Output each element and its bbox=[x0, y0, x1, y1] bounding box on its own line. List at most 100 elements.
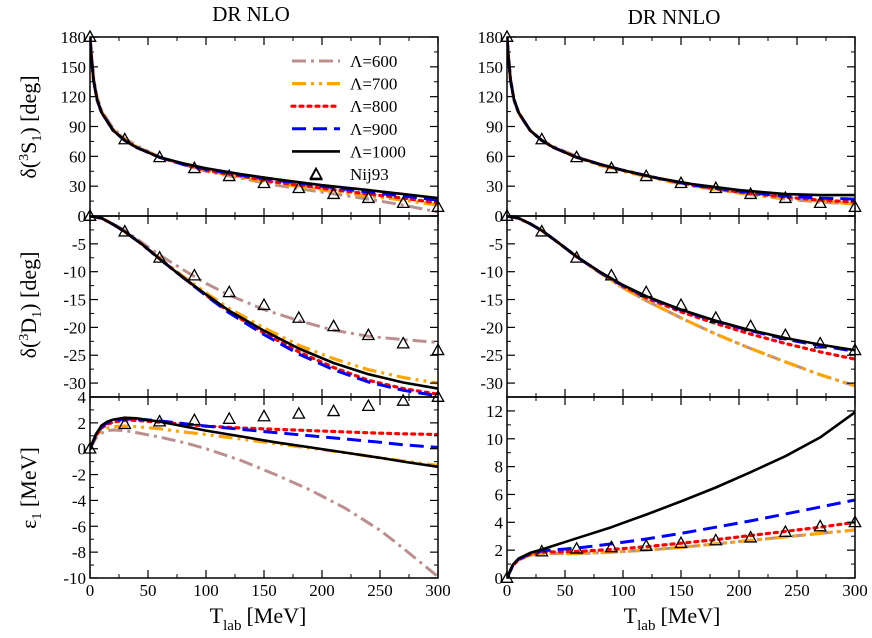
x-tick-label: 200 bbox=[726, 581, 752, 600]
x-axis-title-nnlo: Tlab [MeV] bbox=[624, 603, 721, 634]
x-axis-title-nlo-unit: [MeV] bbox=[246, 603, 306, 628]
x-tick-label: 50 bbox=[140, 581, 157, 600]
x-tick-label: 0 bbox=[503, 581, 512, 600]
nij93-point bbox=[604, 268, 619, 281]
y-tick-label: -4 bbox=[72, 491, 87, 510]
series-group bbox=[507, 411, 855, 578]
nij93-point bbox=[326, 186, 341, 200]
nij93-point bbox=[534, 544, 549, 557]
y-tick-label: 180 bbox=[61, 28, 87, 47]
y-tick-label: 0 bbox=[78, 207, 87, 226]
legend-label: Λ=1000 bbox=[350, 142, 406, 161]
nij93-point bbox=[708, 180, 723, 194]
nij93-point bbox=[291, 406, 306, 419]
nij93-point bbox=[604, 540, 619, 553]
plot-frame bbox=[506, 36, 856, 217]
legend-label: Λ=600 bbox=[350, 52, 397, 71]
y-tick-label: 150 bbox=[61, 58, 87, 77]
y-tick-label: -30 bbox=[480, 374, 503, 393]
x-tick-label: 300 bbox=[425, 581, 451, 600]
y-tick-label: -15 bbox=[63, 291, 86, 310]
nij93-point bbox=[396, 195, 411, 209]
nij93-point bbox=[361, 327, 376, 341]
series-group bbox=[90, 416, 438, 578]
y-tick-label: -15 bbox=[480, 291, 503, 310]
y-tick-label: 60 bbox=[486, 147, 503, 166]
legend-label: Λ=900 bbox=[350, 120, 397, 139]
nij93-point bbox=[743, 186, 758, 200]
nij93-point bbox=[639, 284, 654, 298]
row-label-3s1: δ(3S1) [deg] bbox=[16, 75, 45, 178]
nij93-point bbox=[396, 336, 411, 349]
y-tick-label: 120 bbox=[478, 88, 504, 107]
x-tick-label: 100 bbox=[610, 581, 636, 600]
nij93-point bbox=[674, 297, 688, 311]
nij93-point bbox=[361, 398, 376, 412]
x-tick-label: 300 bbox=[842, 581, 868, 600]
nij93-point bbox=[813, 519, 828, 532]
y-tick-label: 30 bbox=[69, 177, 86, 196]
nij93-point bbox=[152, 149, 167, 163]
row-label-3d1-sup: 3 bbox=[17, 334, 32, 341]
nij93-point bbox=[326, 318, 341, 332]
nij93-point bbox=[639, 538, 654, 551]
nij93-point bbox=[187, 268, 202, 281]
x-tick-label: 250 bbox=[367, 581, 393, 600]
nij93-point bbox=[534, 224, 549, 237]
nij93-point bbox=[569, 250, 584, 263]
column-title-nnlo: DR NNLO bbox=[628, 5, 721, 29]
x-axis-title-nnlo-sub: lab bbox=[637, 618, 655, 634]
row-label-3d1-sub: 1 bbox=[30, 311, 45, 318]
nij93-point bbox=[187, 412, 202, 426]
nij93-point bbox=[152, 250, 167, 263]
series-line-1000 bbox=[507, 411, 855, 578]
x-tick-label: 100 bbox=[193, 581, 219, 600]
y-tick-label: 150 bbox=[478, 58, 504, 77]
nij93-point bbox=[743, 530, 758, 543]
legend-label: Nij93 bbox=[350, 165, 389, 184]
legend-swatch-nij93 bbox=[309, 166, 323, 179]
row-label-3s1-pre: δ( bbox=[16, 161, 41, 179]
nij93-point bbox=[778, 524, 793, 538]
nij93-point bbox=[257, 297, 271, 311]
nij93-point bbox=[222, 168, 237, 182]
nij93-point bbox=[361, 190, 376, 204]
x-tick-label: 150 bbox=[251, 581, 277, 600]
series-line-1000 bbox=[507, 37, 855, 197]
series-line-600 bbox=[90, 428, 438, 578]
x-tick-label: 250 bbox=[784, 581, 810, 600]
y-tick-label: 2 bbox=[495, 541, 504, 560]
nij93-point bbox=[257, 409, 271, 422]
y-tick-label: -25 bbox=[63, 346, 86, 365]
plot-frame bbox=[89, 396, 439, 579]
y-tick-label: 0 bbox=[78, 440, 87, 459]
panel-nlo-3d1: -5 -10 -15 -20 -25 -30 bbox=[63, 208, 445, 398]
y-tick-label: -10 bbox=[63, 569, 86, 588]
legend-label: Λ=700 bbox=[350, 75, 397, 94]
series-line-800 bbox=[90, 216, 438, 396]
nij93-point bbox=[257, 175, 271, 189]
row-label-eps1-sub: 1 bbox=[30, 513, 45, 520]
row-label-3d1-post: ) [deg] bbox=[16, 252, 41, 311]
panel-nnlo-eps1: 0 50 100 150 200 250 300 0 2 4 6 8 10 12 bbox=[486, 396, 868, 600]
row-label-3d1-pre: δ( bbox=[16, 341, 41, 359]
row-label-eps1-pre: ε bbox=[16, 520, 41, 529]
x-tick-label: 200 bbox=[309, 581, 335, 600]
row-label-3s1-sub: 1 bbox=[30, 135, 45, 142]
series-line-600 bbox=[90, 216, 438, 344]
series-line-600 bbox=[507, 37, 855, 206]
nij93-point bbox=[117, 416, 132, 430]
y-tick-label: -10 bbox=[63, 263, 86, 282]
y-tick-label: -10 bbox=[480, 263, 503, 282]
nij93-point bbox=[117, 132, 132, 145]
nij93-point bbox=[708, 310, 723, 323]
x-axis-title-nnlo-main: T bbox=[624, 603, 638, 628]
series-line-900 bbox=[507, 37, 855, 201]
y-tick-label: 10 bbox=[486, 430, 503, 449]
nij93-point bbox=[743, 318, 758, 332]
nij93-point bbox=[813, 336, 828, 349]
y-tick-label: -8 bbox=[72, 543, 86, 562]
series-line-700 bbox=[507, 528, 855, 578]
series-line-900 bbox=[507, 216, 855, 353]
